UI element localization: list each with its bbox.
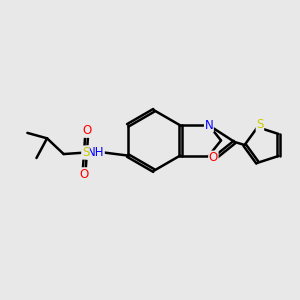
Text: O: O: [82, 124, 92, 137]
Text: N: N: [205, 119, 213, 132]
Text: NH: NH: [87, 146, 104, 159]
Text: S: S: [82, 146, 89, 159]
Text: S: S: [256, 118, 264, 131]
Text: O: O: [209, 151, 218, 164]
Text: O: O: [79, 168, 88, 181]
